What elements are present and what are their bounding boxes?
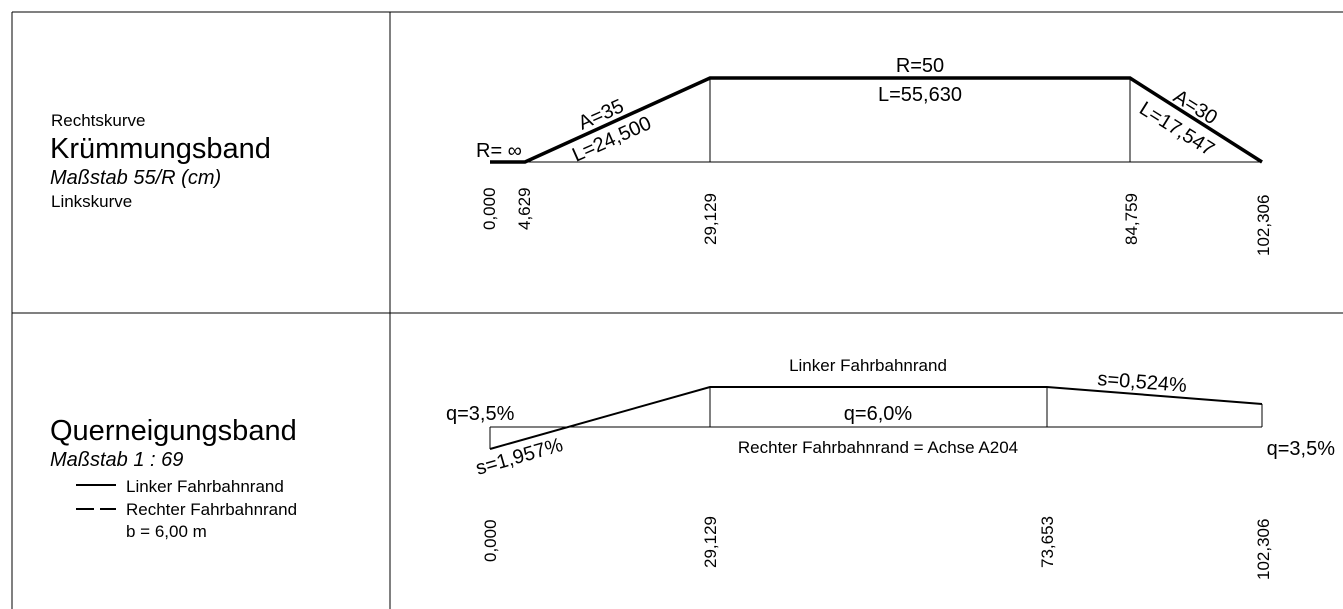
curvature-station-label: 102,306 <box>1254 195 1273 256</box>
curvature-diagram: R= ∞ A=35 L=24,500 R=50 L=55,630 A=30 L=… <box>476 55 1273 256</box>
curvature-band-scale: Maßstab 55/R (cm) <box>50 167 221 189</box>
main-radius-label: R=50 <box>896 55 944 77</box>
legend-right-edge: Rechter Fahrbahnrand <box>126 500 297 519</box>
right-curve-label: Rechtskurve <box>51 111 145 130</box>
curvature-band-title: Krümmungsband <box>50 133 271 165</box>
curvature-station-label: 84,759 <box>1122 193 1141 245</box>
q-end-label: q=3,5% <box>1267 438 1336 460</box>
crossfall-station-label: 29,129 <box>701 516 720 568</box>
crossfall-station-label: 0,000 <box>481 519 500 562</box>
left-curve-label: Linkskurve <box>51 192 132 211</box>
crossfall-band-title: Querneigungsband <box>50 415 297 447</box>
crossfall-band-scale: Maßstab 1 : 69 <box>50 449 183 471</box>
curvature-station-label: 0,000 <box>480 187 499 230</box>
legend-left-edge: Linker Fahrbahnrand <box>126 477 284 496</box>
r-start-label: R= ∞ <box>476 140 522 162</box>
main-length-label: L=55,630 <box>878 84 962 106</box>
crossfall-station-label: 102,306 <box>1254 519 1273 580</box>
q-start-label: q=3,5% <box>446 403 515 425</box>
left-edge-line <box>489 386 1263 450</box>
crossfall-station-label: 73,653 <box>1038 516 1057 568</box>
curvature-station-label: 4,629 <box>515 187 534 230</box>
table-frame <box>11 11 1343 609</box>
curvature-band-legend: Rechtskurve Krümmungsband Maßstab 55/R (… <box>50 111 271 211</box>
right-edge-label: Rechter Fahrbahnrand = Achse A204 <box>738 438 1018 457</box>
crossfall-diagram: Linker Fahrbahnrand q=3,5% q=6,0% q=3,5%… <box>446 356 1335 580</box>
curvature-station-label: 29,129 <box>701 193 720 245</box>
crossfall-band-legend: Querneigungsband Maßstab 1 : 69 Linker F… <box>50 415 297 541</box>
road-width-label: b = 6,00 m <box>126 522 207 541</box>
q-mid-label: q=6,0% <box>844 403 913 425</box>
left-edge-label: Linker Fahrbahnrand <box>789 356 947 375</box>
